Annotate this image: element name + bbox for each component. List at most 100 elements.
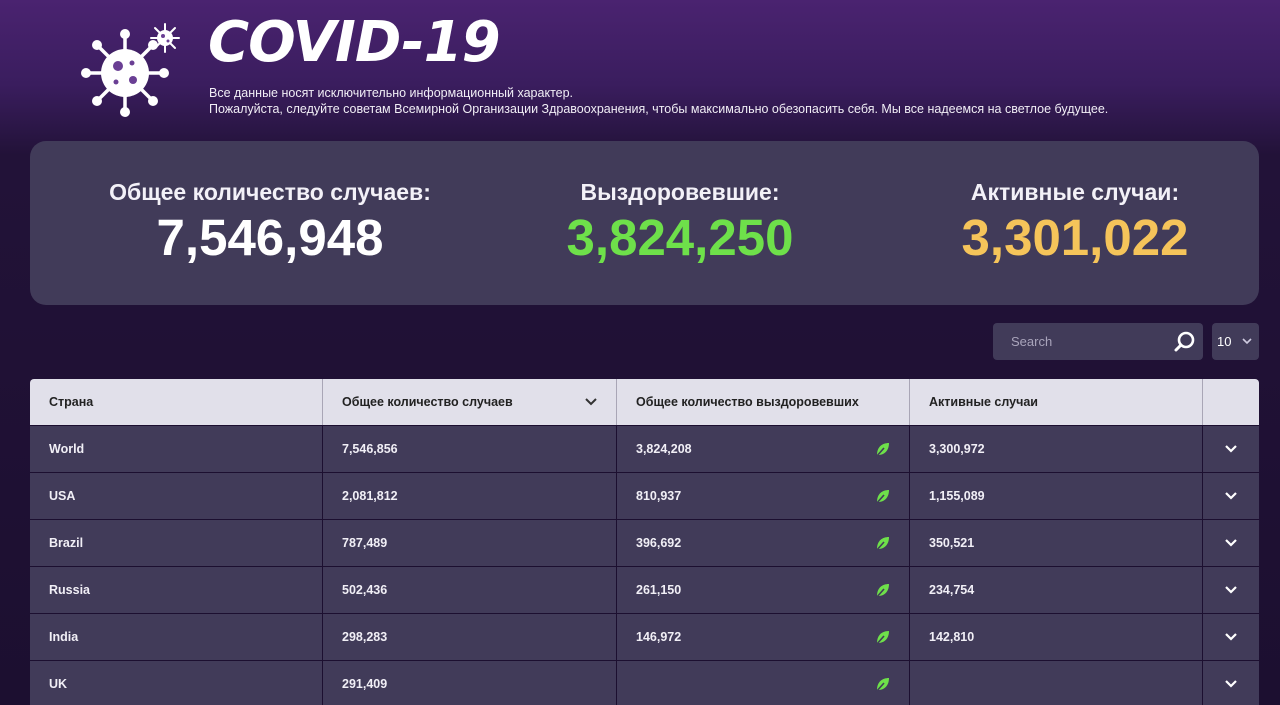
cell-total: 787,489 <box>323 520 617 566</box>
chevron-down-icon[interactable] <box>1224 538 1238 548</box>
country-name: India <box>49 630 79 644</box>
table-row[interactable]: India 298,283 146,972 142,810 <box>30 613 1259 660</box>
active-stat: Активные случаи: 3,301,022 <box>895 179 1255 267</box>
chevron-down-icon[interactable] <box>1224 679 1238 689</box>
leaf-icon <box>875 537 889 552</box>
chevron-down-icon[interactable] <box>1224 444 1238 454</box>
leaf-icon <box>875 631 889 646</box>
chevron-down-icon <box>1242 338 1252 345</box>
total-cases: 787,489 <box>342 536 388 550</box>
cell-recovered: 146,972 <box>617 614 910 660</box>
cell-active: 1,155,089 <box>910 473 1203 519</box>
table-row[interactable]: USA 2,081,812 810,937 1,155,089 <box>30 472 1259 519</box>
column-label: Общее количество выздоровевших <box>636 395 859 409</box>
cell-active: 3,300,972 <box>910 426 1203 472</box>
cell-country: UK <box>30 661 323 705</box>
countries-table: Страна Общее количество случаев Общее ко… <box>30 379 1259 705</box>
country-name: USA <box>49 489 76 503</box>
per-page-select[interactable]: 10 <box>1212 323 1259 360</box>
leaf-icon <box>875 490 889 505</box>
table-row[interactable]: Brazil 787,489 396,692 350,521 <box>30 519 1259 566</box>
recovered-cases: 3,824,208 <box>636 442 692 456</box>
column-header-expand <box>1203 379 1259 425</box>
chevron-down-icon[interactable] <box>1224 491 1238 501</box>
virus-icon <box>81 23 180 117</box>
search-box <box>993 323 1203 360</box>
cell-total: 7,546,856 <box>323 426 617 472</box>
disclaimer: Все данные носят исключительно информаци… <box>209 85 1108 117</box>
expand-row-button[interactable] <box>1203 614 1259 660</box>
total-cases: 298,283 <box>342 630 388 644</box>
search-input[interactable] <box>993 323 1163 360</box>
page-title: COVID-19 <box>208 10 501 75</box>
column-header-active[interactable]: Активные случаи <box>910 379 1203 425</box>
expand-row-button[interactable] <box>1203 473 1259 519</box>
total-cases-label: Общее количество случаев: <box>109 179 431 205</box>
active-cases: 3,300,972 <box>929 442 985 456</box>
cell-country: India <box>30 614 323 660</box>
active-cases: 234,754 <box>929 583 975 597</box>
cell-total: 502,436 <box>323 567 617 613</box>
leaf-icon <box>875 678 889 693</box>
cell-country: Brazil <box>30 520 323 566</box>
active-cases: 350,521 <box>929 536 975 550</box>
total-cases: 502,436 <box>342 583 388 597</box>
cell-country: Russia <box>30 567 323 613</box>
header: COVID-19 Все данные носят исключительно … <box>0 0 1280 135</box>
chevron-down-icon[interactable] <box>1224 585 1238 595</box>
disclaimer-line-2: Пожалуйста, следуйте советам Всемирной О… <box>209 102 1109 116</box>
total-cases: 2,081,812 <box>342 489 398 503</box>
cell-active: 350,521 <box>910 520 1203 566</box>
table-header: Страна Общее количество случаев Общее ко… <box>30 379 1259 425</box>
disclaimer-line-1: Все данные носят исключительно информаци… <box>209 86 574 100</box>
expand-row-button[interactable] <box>1203 426 1259 472</box>
country-name: Brazil <box>49 536 84 550</box>
country-name: UK <box>49 677 68 691</box>
cell-recovered <box>617 661 910 705</box>
cell-recovered: 261,150 <box>617 567 910 613</box>
cell-country: World <box>30 426 323 472</box>
leaf-icon <box>875 584 889 599</box>
recovered-label: Выздоровевшие: <box>580 179 780 205</box>
cell-recovered: 3,824,208 <box>617 426 910 472</box>
cell-total: 291,409 <box>323 661 617 705</box>
cell-total: 298,283 <box>323 614 617 660</box>
recovered-cases: 261,150 <box>636 583 682 597</box>
total-cases-stat: Общее количество случаев: 7,546,948 <box>90 179 450 267</box>
active-value: 3,301,022 <box>961 209 1189 266</box>
total-cases-value: 7,546,948 <box>156 209 384 266</box>
cell-total: 2,081,812 <box>323 473 617 519</box>
column-label: Общее количество случаев <box>342 395 513 409</box>
table-row[interactable]: UK 291,409 <box>30 660 1259 705</box>
table-row[interactable]: World 7,546,856 3,824,208 3,300,972 <box>30 425 1259 472</box>
total-cases: 291,409 <box>342 677 388 691</box>
recovered-cases: 396,692 <box>636 536 682 550</box>
leaf-icon <box>875 443 889 458</box>
column-header-country[interactable]: Страна <box>30 379 323 425</box>
stats-panel: Общее количество случаев: 7,546,948 Вызд… <box>30 141 1259 305</box>
expand-row-button[interactable] <box>1203 661 1259 705</box>
chevron-down-icon[interactable] <box>1224 632 1238 642</box>
expand-row-button[interactable] <box>1203 520 1259 566</box>
search-icon[interactable] <box>1173 330 1197 354</box>
cell-recovered: 810,937 <box>617 473 910 519</box>
table-body: World 7,546,856 3,824,208 3,300,972 USA 2,081… <box>30 425 1259 705</box>
column-header-total[interactable]: Общее количество случаев <box>323 379 617 425</box>
per-page-value: 10 <box>1217 334 1232 349</box>
active-cases: 1,155,089 <box>929 489 985 503</box>
active-label: Активные случаи: <box>970 179 1180 205</box>
column-header-recovered[interactable]: Общее количество выздоровевших <box>617 379 910 425</box>
sort-chevron-down-icon[interactable] <box>584 396 598 408</box>
expand-row-button[interactable] <box>1203 567 1259 613</box>
recovered-value: 3,824,250 <box>566 209 794 266</box>
column-label: Активные случаи <box>929 395 1038 409</box>
country-name: Russia <box>49 583 90 597</box>
country-name: World <box>49 442 85 456</box>
cell-country: USA <box>30 473 323 519</box>
cell-active: 142,810 <box>910 614 1203 660</box>
total-cases: 7,546,856 <box>342 442 398 456</box>
table-row[interactable]: Russia 502,436 261,150 234,754 <box>30 566 1259 613</box>
recovered-cases: 810,937 <box>636 489 682 503</box>
cell-active <box>910 661 1203 705</box>
column-label: Страна <box>49 395 94 409</box>
